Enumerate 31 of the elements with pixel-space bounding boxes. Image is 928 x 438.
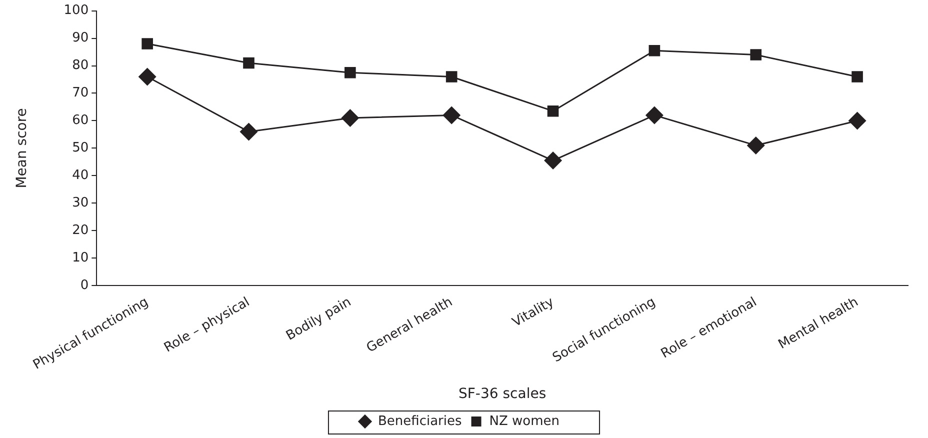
y-tick-label: 10 <box>72 250 89 266</box>
point <box>544 152 562 170</box>
y-tick-label: 50 <box>72 140 89 156</box>
point <box>750 49 762 60</box>
y-tick-label: 80 <box>72 58 89 74</box>
point <box>446 71 458 82</box>
y-tick-label: 40 <box>72 168 89 184</box>
point <box>442 106 461 124</box>
point <box>344 66 356 78</box>
point <box>243 57 254 69</box>
y-tick-label: 30 <box>72 196 89 211</box>
point <box>648 44 660 56</box>
y-tick-label: 20 <box>72 223 89 238</box>
y-tick-label: 60 <box>72 113 89 128</box>
point <box>341 108 360 127</box>
point <box>142 38 153 50</box>
y-axis-title: Mean score <box>14 108 30 188</box>
legend-label: Beneficiaries <box>378 414 462 429</box>
point <box>240 122 258 141</box>
y-tick-label: 70 <box>72 86 89 101</box>
x-axis-title: SF-36 scales <box>458 386 546 402</box>
point <box>547 105 559 117</box>
y-tick-label: 0 <box>80 278 89 293</box>
point <box>848 112 866 130</box>
point <box>852 71 863 82</box>
point <box>645 106 664 124</box>
point <box>746 136 765 154</box>
point <box>138 68 156 86</box>
y-tick-label: 90 <box>72 30 89 46</box>
y-tick-label: 100 <box>64 3 89 18</box>
legend-label: NZ women <box>489 414 560 429</box>
